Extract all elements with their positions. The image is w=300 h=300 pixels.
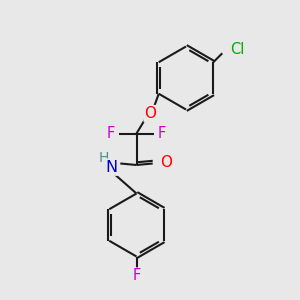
Text: N: N <box>106 160 118 175</box>
Text: F: F <box>158 126 166 141</box>
Text: O: O <box>160 155 172 170</box>
Text: F: F <box>107 126 115 141</box>
Text: H: H <box>98 151 109 165</box>
Text: F: F <box>132 268 141 284</box>
Text: Cl: Cl <box>230 42 244 57</box>
Text: O: O <box>145 106 157 121</box>
